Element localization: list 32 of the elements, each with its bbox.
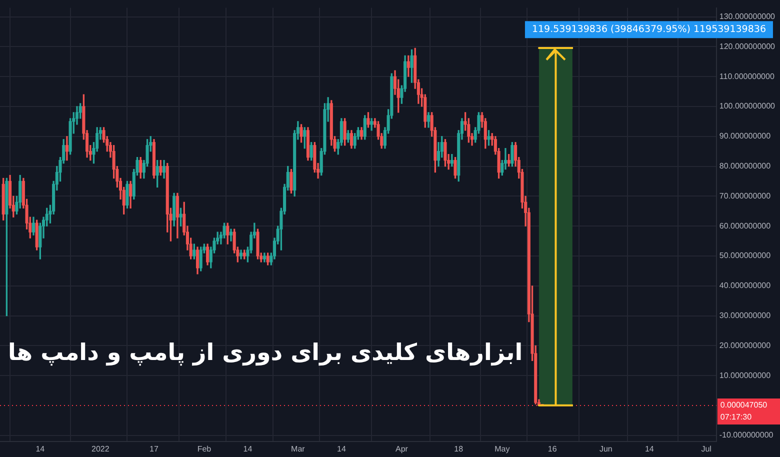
y-tick-label: 70.000000000 bbox=[719, 191, 772, 200]
x-tick-label: Apr bbox=[395, 444, 408, 454]
y-tick-label: 10.000000000 bbox=[719, 370, 772, 380]
x-tick-label: 16 bbox=[548, 444, 558, 454]
x-tick-label: Jun bbox=[599, 444, 612, 454]
text: 07:17:30 bbox=[720, 412, 752, 422]
x-tick-label: Jul bbox=[701, 444, 712, 454]
y-tick-label: 110.000000000 bbox=[719, 72, 775, 81]
x-tick-label: 14 bbox=[337, 444, 346, 454]
x-tick-label: 14 bbox=[644, 444, 654, 454]
x-tick-label: Mar bbox=[291, 444, 306, 454]
y-tick-label: 80.000000000 bbox=[719, 161, 772, 170]
x-tick-label: May bbox=[494, 444, 510, 454]
text: ابزارهای کلیدی برای دوری از پامپ و دامپ ها bbox=[8, 340, 523, 366]
y-tick-label: -10.000000000 bbox=[719, 430, 774, 440]
y-tick-label: 130.000000000 bbox=[719, 12, 776, 21]
y-tick-label: 90.000000000 bbox=[719, 132, 772, 141]
y-tick-label: 30.000000000 bbox=[719, 311, 772, 320]
x-tick-label: 14 bbox=[243, 444, 253, 454]
x-tick-label: Feb bbox=[197, 444, 212, 454]
x-tick-label: 17 bbox=[150, 444, 159, 454]
x-tick-label: 18 bbox=[454, 444, 464, 454]
ref-line-label: 0.000047050 bbox=[720, 400, 768, 410]
x-tick-label: 2022 bbox=[92, 444, 110, 454]
y-tick-label: 100.000000000 bbox=[719, 102, 776, 111]
annotation: 119.539139836 (39846379.95%) 119539139836 bbox=[532, 24, 766, 36]
y-tick-label: 50.000000000 bbox=[719, 251, 772, 260]
y-tick-label: 20.000000000 bbox=[719, 340, 772, 350]
x-tick-label: 14 bbox=[36, 444, 46, 454]
y-tick-label: 60.000000000 bbox=[719, 221, 772, 230]
y-tick-label: 40.000000000 bbox=[719, 281, 772, 290]
y-tick-label: 120.000000000 bbox=[719, 42, 776, 51]
